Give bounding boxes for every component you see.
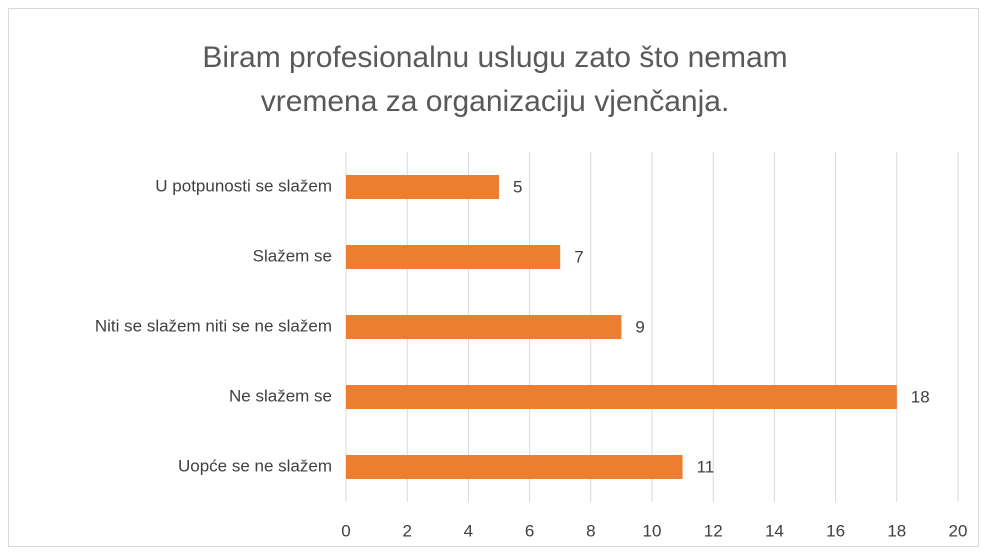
- chart-border: [8, 8, 979, 547]
- bar: [346, 385, 897, 409]
- y-tick-label: Uopće se ne slažem: [178, 456, 332, 475]
- y-tick-label: U potpunosti se slažem: [155, 176, 332, 195]
- x-tick-label: 18: [887, 521, 906, 540]
- bar: [346, 315, 622, 339]
- x-tick-label: 2: [402, 521, 411, 540]
- y-tick-label: Niti se slažem niti se ne slažem: [95, 316, 332, 335]
- x-tick-label: 10: [643, 521, 662, 540]
- bar: [346, 175, 499, 199]
- x-tick-label: 0: [341, 521, 350, 540]
- bar: [346, 455, 683, 479]
- data-label: 18: [911, 387, 930, 406]
- data-label: 11: [697, 457, 715, 476]
- data-label: 7: [574, 247, 583, 266]
- x-tick-label: 6: [525, 521, 534, 540]
- y-tick-label: Slažem se: [253, 246, 332, 265]
- data-label: 9: [635, 317, 644, 336]
- x-tick-label: 16: [826, 521, 845, 540]
- x-tick-label: 14: [765, 521, 784, 540]
- x-tick-label: 12: [704, 521, 723, 540]
- bar: [346, 245, 561, 269]
- x-tick-label: 4: [464, 521, 473, 540]
- y-tick-label: Ne slažem se: [229, 386, 332, 405]
- chart-title: Biram profesionalnu uslugu zato što nema…: [202, 41, 788, 118]
- x-tick-label: 20: [949, 521, 968, 540]
- x-tick-label: 8: [586, 521, 595, 540]
- data-label: 5: [513, 177, 522, 196]
